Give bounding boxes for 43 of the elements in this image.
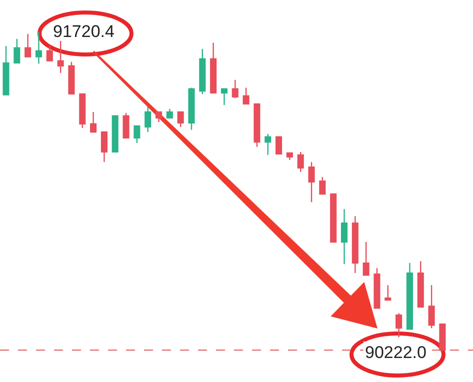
candlestick: [384, 284, 392, 301]
candlestick: [122, 112, 130, 139]
candlestick: [439, 323, 446, 351]
candlestick: [177, 111, 184, 128]
candlestick: [286, 152, 293, 161]
candlestick: [340, 208, 348, 265]
candlestick: [188, 87, 195, 130]
candlestick: [57, 40, 64, 74]
candlestick: [199, 48, 206, 95]
candlestick: [264, 133, 272, 156]
candlestick: [406, 262, 413, 330]
candlestick: [319, 176, 326, 195]
candlestick: [144, 106, 152, 133]
candlestick: [100, 131, 108, 163]
ref-line-label: 90222.0: [365, 343, 426, 362]
candlestick: [242, 87, 250, 105]
candlestick: [297, 151, 304, 173]
candlestick: [14, 38, 20, 64]
candlestick: [210, 42, 217, 94]
candlestick: [134, 125, 140, 144]
candlestick: [276, 136, 282, 154]
candlestick: [330, 193, 337, 243]
candlestick: [352, 216, 358, 274]
candlestick: [79, 93, 86, 129]
candlestick: [90, 111, 97, 133]
candlestick: [254, 103, 260, 148]
annotation: 91720.4: [53, 22, 114, 41]
candlestick: [396, 312, 402, 338]
candlestick: [374, 268, 380, 309]
candlestick: [308, 161, 315, 203]
candlestick: [362, 241, 370, 276]
candlestick: [112, 115, 118, 153]
candlestick: [166, 108, 173, 119]
candlestick: [220, 88, 228, 106]
candlestick: [35, 31, 42, 64]
candlestick: [46, 45, 53, 62]
candlestick: [428, 284, 435, 329]
candlestick: [2, 45, 10, 96]
candlestick: [155, 111, 162, 123]
candlestick: [68, 61, 75, 95]
candlestick: [24, 33, 32, 58]
candlestick: [417, 260, 424, 308]
candlestick: [232, 79, 238, 99]
